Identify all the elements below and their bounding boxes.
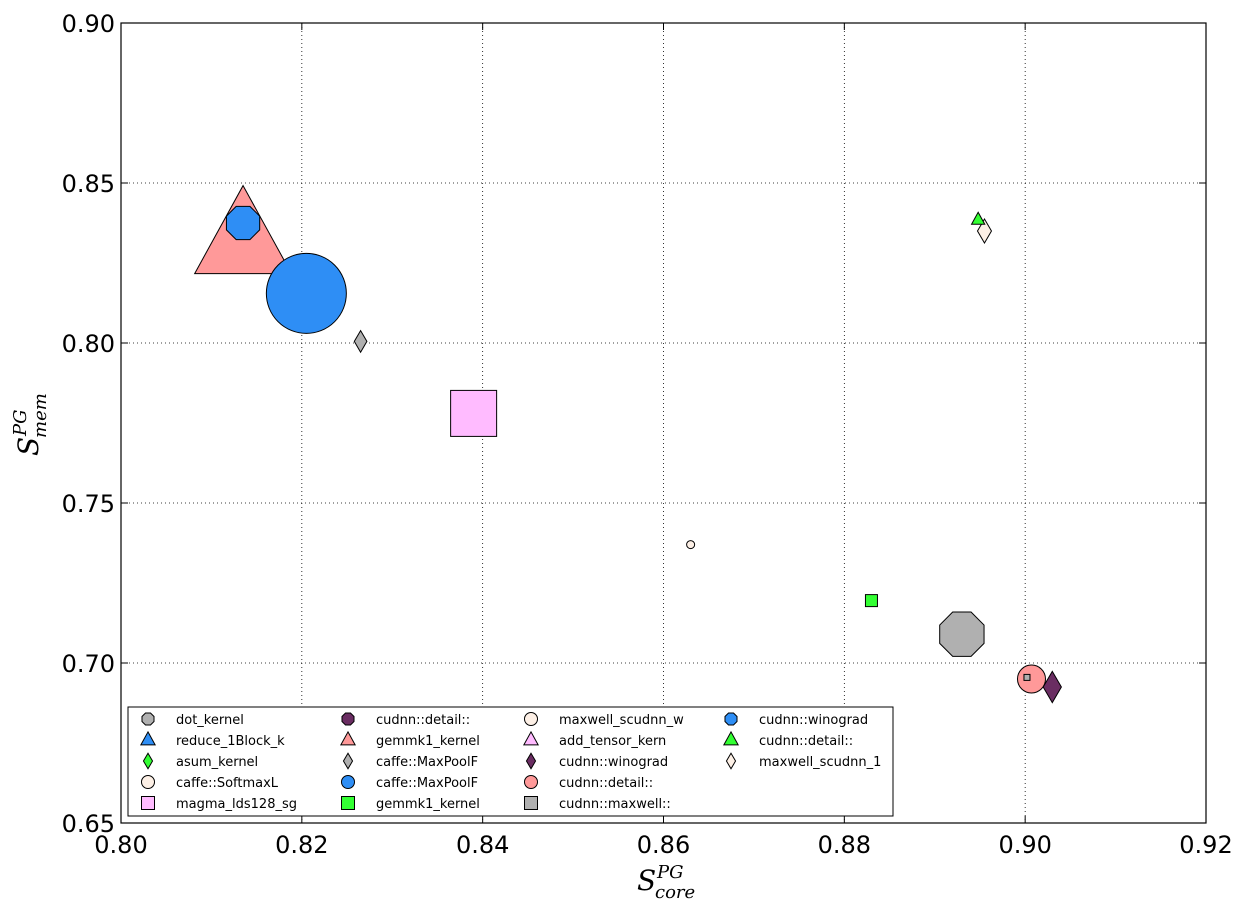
y-tick-label: 0.80 — [62, 330, 115, 358]
legend-marker-caffe-maxpoolf — [341, 775, 355, 789]
y-tick-label: 0.65 — [62, 810, 115, 838]
y-axis-label: S PG mem — [10, 393, 51, 456]
point-cudnn-detail-circle — [1016, 664, 1046, 694]
x-tick-label: 0.90 — [998, 831, 1051, 859]
legend-label: cudnn::winograd — [559, 755, 668, 770]
axis-ticks: 0.80 0.82 0.84 0.86 0.88 0.90 0.92 0.65 0.70 0.75… — [62, 10, 1233, 859]
legend-marker-maxwell-scudnn-w — [524, 712, 538, 726]
legend-label: add_tensor_kern — [559, 734, 666, 749]
legend-label: cudnn::detail:: — [759, 734, 853, 749]
y-axis-label-subscript: mem — [30, 393, 51, 438]
legend-label: gemmk1_kernel — [376, 734, 480, 749]
point-caffe-maxpoolf-circle — [265, 252, 347, 334]
point-dot-kernel-octagon — [939, 611, 985, 657]
y-axis-label-superscript: PG — [10, 410, 31, 438]
legend-marker-asum-kernel — [142, 752, 154, 770]
y-tick-label: 0.75 — [62, 490, 115, 518]
legend-label: maxwell_scudnn_w — [559, 713, 684, 728]
x-tick-label: 0.92 — [1179, 831, 1232, 859]
y-tick-label: 0.70 — [62, 650, 115, 678]
legend-label: caffe::MaxPoolF — [376, 755, 478, 770]
legend-label: magma_lds128_sg — [176, 797, 297, 812]
x-axis-label-superscript: PG — [656, 862, 684, 883]
point-gemmk1-kernel-square — [864, 594, 878, 608]
legend-label: asum_kernel — [176, 755, 258, 770]
legend-label: dot_kernel — [176, 713, 244, 728]
legend-box — [127, 706, 894, 817]
legend: dot_kernelreduce_1Block_kasum_kernelcaff… — [127, 706, 894, 817]
legend-marker-cudnn-detail — [524, 775, 538, 789]
legend-marker-gemmk1-kernel — [340, 730, 356, 746]
legend-marker-caffe-maxpoolf — [342, 752, 354, 770]
legend-marker-reduce-1block-k — [140, 730, 156, 746]
legend-label: cudnn::detail:: — [376, 713, 470, 728]
legend-label: caffe::SoftmaxL — [176, 776, 279, 791]
legend-label: cudnn::maxwell:: — [559, 797, 671, 812]
x-axis-label-subscript: core — [655, 882, 695, 903]
legend-marker-cudnn-winograd — [525, 752, 537, 770]
legend-marker-cudnn-maxwell — [524, 796, 538, 810]
legend-marker-dot-kernel — [141, 712, 155, 726]
x-tick-label: 0.80 — [94, 831, 147, 859]
y-axis-label-main: S — [12, 437, 45, 456]
legend-marker-add-tensor-kern — [523, 730, 539, 746]
legend-marker-cudnn-detail — [723, 730, 739, 746]
point-cudnn-winograd-octagon — [225, 205, 261, 241]
y-tick-label: 0.85 — [62, 170, 115, 198]
point-caffe-softmaxl-circle — [686, 540, 696, 550]
legend-label: gemmk1_kernel — [376, 797, 480, 812]
data-markers — [193, 184, 1062, 704]
point-cudnn-winograd-diamond — [1042, 670, 1062, 704]
legend-marker-maxwell-scudnn-1 — [725, 752, 737, 770]
legend-marker-cudnn-detail — [341, 712, 355, 726]
legend-label: reduce_1Block_k — [176, 734, 285, 749]
point-magma-lds128-sg-square — [450, 389, 498, 437]
legend-marker-magma-lds128-sg — [141, 796, 155, 810]
y-tick-label: 0.90 — [62, 10, 115, 38]
legend-label: cudnn::winograd — [759, 713, 868, 728]
x-tick-label: 0.86 — [637, 831, 690, 859]
point-cudnn-maxwell-square — [1023, 673, 1031, 681]
x-tick-label: 0.82 — [275, 831, 328, 859]
legend-label: caffe::MaxPoolF — [376, 776, 478, 791]
point-cudnn-detail-triangle — [970, 211, 986, 225]
legend-marker-caffe-softmaxl — [141, 775, 155, 789]
point-caffe-maxpoolf-diamond — [353, 329, 368, 354]
legend-marker-gemmk1-kernel — [341, 796, 355, 810]
x-tick-label: 0.84 — [456, 831, 509, 859]
legend-label: maxwell_scudnn_1 — [759, 755, 881, 770]
legend-marker-cudnn-winograd — [724, 712, 738, 726]
x-tick-label: 0.88 — [818, 831, 871, 859]
legend-label: cudnn::detail:: — [559, 776, 653, 791]
point-maxwell-scudnn-1-diamond — [976, 218, 993, 244]
x-axis-label: S — [637, 864, 656, 897]
